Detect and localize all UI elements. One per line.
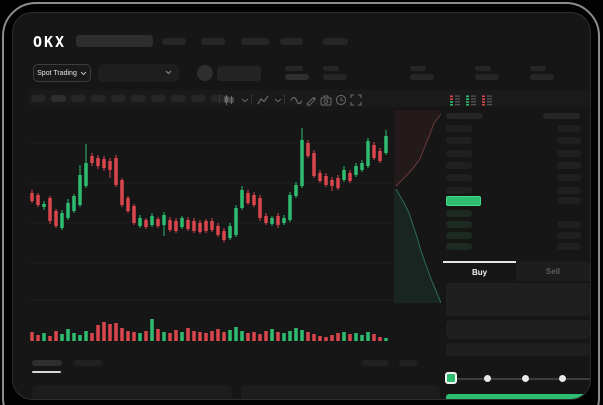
nav-item-skeleton[interactable] <box>162 38 186 45</box>
nav-item-skeleton[interactable] <box>323 38 348 45</box>
stat-label-skeleton <box>285 66 303 71</box>
wave-icon[interactable] <box>290 94 302 106</box>
timeframe-button[interactable] <box>91 95 106 102</box>
orderbook-row[interactable] <box>557 149 581 157</box>
slider-stop[interactable] <box>521 375 529 382</box>
total-input[interactable] <box>446 343 590 356</box>
orderbook-row[interactable] <box>557 161 581 169</box>
history-panel-skeleton <box>241 385 440 399</box>
orderbook-row[interactable] <box>557 186 581 194</box>
orderbook-row[interactable] <box>446 149 472 157</box>
book-mode-bids-icon[interactable] <box>465 94 477 106</box>
chart-toolbar <box>29 90 590 107</box>
stat-label-skeleton <box>530 66 546 71</box>
last-price-bar[interactable] <box>446 196 481 206</box>
bottom-tab-underline <box>32 371 61 373</box>
chevron-down-icon[interactable] <box>239 94 251 106</box>
orderbook-row[interactable] <box>446 174 472 182</box>
pair-selector-dropdown[interactable] <box>98 64 179 82</box>
expand-icon[interactable] <box>350 94 362 106</box>
timeframe-button[interactable] <box>211 95 226 102</box>
camera-icon[interactable] <box>320 94 332 106</box>
stat-label-skeleton <box>323 66 339 71</box>
orderbook-row[interactable] <box>446 137 472 145</box>
bottom-action-skeleton[interactable] <box>399 360 418 366</box>
timeframe-button[interactable] <box>191 95 206 102</box>
orderbook-row[interactable] <box>446 125 472 132</box>
orders-panel-skeleton <box>32 385 232 399</box>
orderbook-header-amount-skeleton <box>543 113 580 119</box>
orderbook-row[interactable] <box>557 125 581 132</box>
timeframe-button[interactable] <box>51 95 66 102</box>
market-type-label: Spot Trading <box>37 69 77 77</box>
orderbook-header-price-skeleton <box>446 113 483 119</box>
stat-label-skeleton <box>475 66 491 71</box>
stat-label-skeleton <box>410 66 426 71</box>
pencil-icon[interactable] <box>305 94 317 106</box>
bottom-tab-skeleton[interactable] <box>73 360 103 366</box>
okx-logo: OKX <box>33 33 67 51</box>
timeframe-button[interactable] <box>31 95 46 102</box>
slider-stop[interactable] <box>559 375 566 382</box>
slider-handle-icon[interactable] <box>445 372 457 384</box>
candlestick-chart[interactable] <box>27 106 397 346</box>
orderbook-row[interactable] <box>557 137 581 145</box>
book-mode-combined-icon[interactable] <box>449 94 461 106</box>
place-order-button[interactable] <box>446 394 590 399</box>
action-button-skeleton[interactable] <box>217 66 261 81</box>
timeframe-button[interactable] <box>171 95 186 102</box>
chevron-down-icon[interactable] <box>272 94 284 106</box>
timeframe-button[interactable] <box>111 95 126 102</box>
orderbook-row[interactable] <box>446 186 472 194</box>
sell-tab-label: Sell <box>545 266 561 276</box>
depth-chart[interactable] <box>394 110 441 303</box>
stat-value-skeleton <box>475 74 499 80</box>
okx-trading-window: OKX Spot Trading <box>12 12 591 400</box>
bottom-tab-active-skeleton[interactable] <box>32 360 62 366</box>
chevron-down-icon <box>80 71 87 75</box>
amount-input[interactable] <box>446 320 590 339</box>
indicator-icon[interactable] <box>257 94 269 106</box>
price-input[interactable] <box>446 283 590 316</box>
stat-value-skeleton <box>410 74 434 80</box>
book-mode-asks-icon[interactable] <box>481 94 493 106</box>
orderbook-amount-skeleton <box>557 197 581 204</box>
candle-type-icon[interactable] <box>223 94 235 106</box>
stat-value-skeleton <box>285 74 309 80</box>
orderbook-row[interactable] <box>557 174 581 182</box>
bottom-action-skeleton[interactable] <box>361 360 389 366</box>
nav-item-skeleton[interactable] <box>280 38 303 45</box>
timeframe-button[interactable] <box>71 95 86 102</box>
slider-stop[interactable] <box>484 375 491 382</box>
stat-value-skeleton <box>323 74 347 80</box>
timeframe-button[interactable] <box>151 95 166 102</box>
orderbook-row[interactable] <box>557 243 581 250</box>
orderbook-row[interactable] <box>446 232 472 239</box>
nav-item-skeleton[interactable] <box>201 38 225 45</box>
coin-avatar[interactable] <box>197 65 213 81</box>
orderbook-row[interactable] <box>557 232 581 239</box>
market-type-selector[interactable]: Spot Trading <box>33 64 91 82</box>
chevron-down-icon <box>165 70 172 75</box>
buy-tab-label: Buy <box>471 267 488 277</box>
orderbook-row[interactable] <box>446 221 472 228</box>
stat-value-skeleton <box>530 74 554 80</box>
orderbook-row[interactable] <box>446 161 472 169</box>
orderbook-row[interactable] <box>446 210 472 217</box>
orderbook-row[interactable] <box>446 243 472 250</box>
orderbook-row[interactable] <box>557 221 581 228</box>
nav-item-skeleton[interactable] <box>241 38 269 45</box>
tab-buy[interactable]: Buy <box>443 261 516 281</box>
tab-sell[interactable]: Sell <box>516 261 590 281</box>
timeframe-button[interactable] <box>131 95 146 102</box>
clock-icon[interactable] <box>335 94 347 106</box>
search-input[interactable] <box>76 35 153 47</box>
